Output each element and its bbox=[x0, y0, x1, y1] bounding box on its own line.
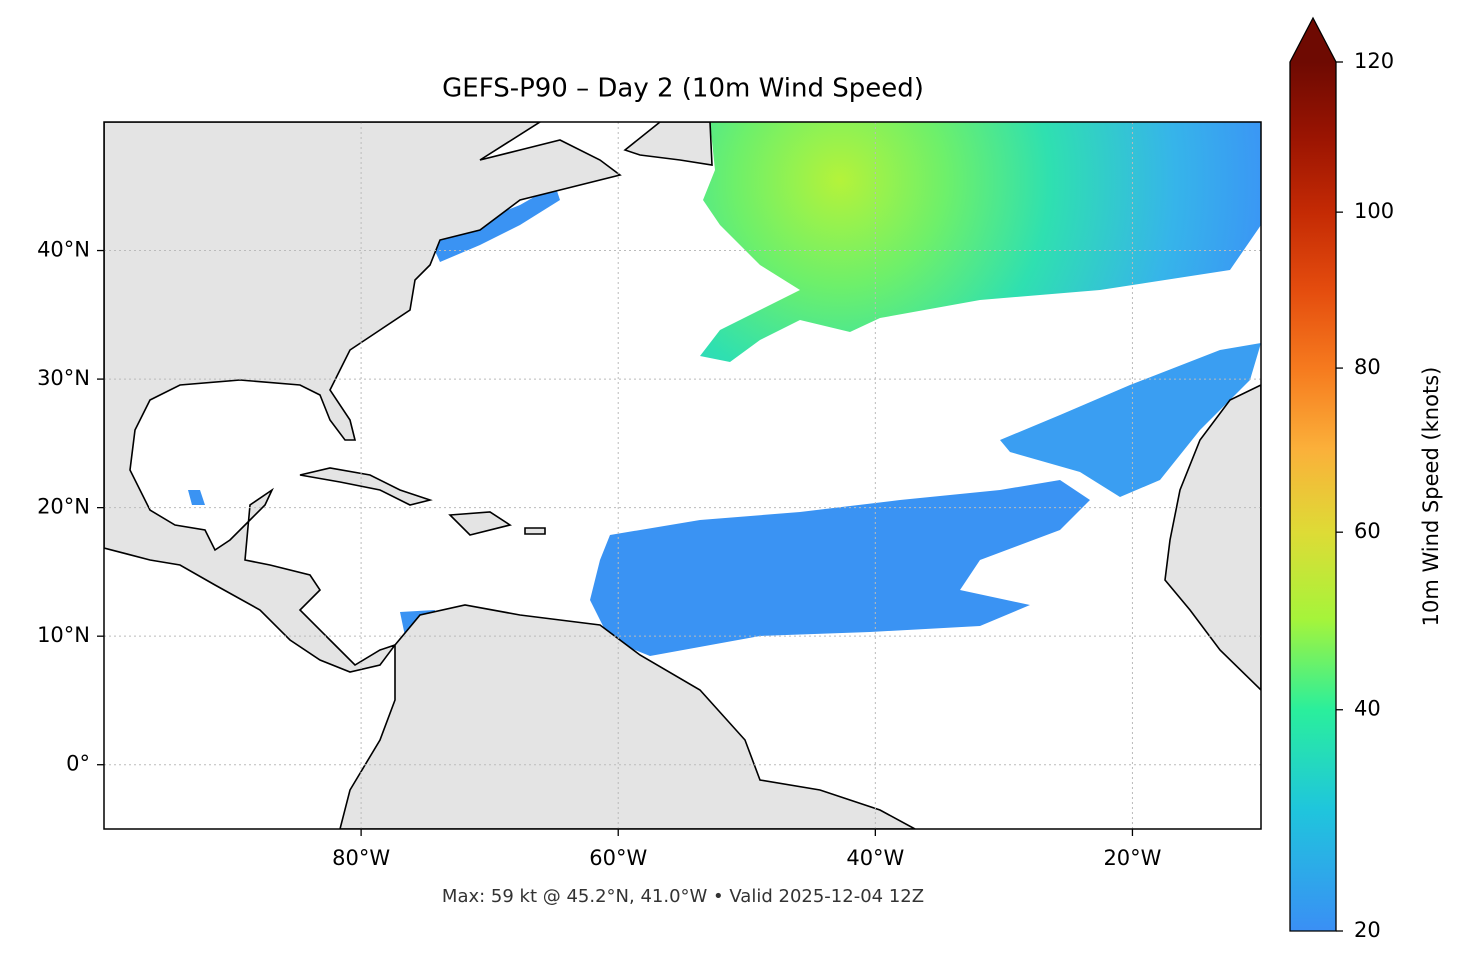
annotation: Max: 59 kt @ 45.2°N, 41.0°W • Valid 2025… bbox=[442, 886, 924, 907]
y-tick-label: 0° bbox=[66, 752, 90, 776]
colorbar-extension bbox=[1290, 18, 1336, 62]
colorbar: 20 40 60 80 100 120 10m Wind Speed (knots) bbox=[1289, 16, 1443, 942]
colorbar-scale bbox=[1290, 62, 1336, 931]
colorbar-tick-label: 20 bbox=[1354, 918, 1381, 942]
x-tick-label: 80°W bbox=[332, 846, 390, 870]
wind-field bbox=[188, 122, 1261, 656]
chart-title: GEFS-P90 – Day 2 (10m Wind Speed) bbox=[442, 74, 924, 104]
colorbar-tick-label: 80 bbox=[1354, 355, 1381, 379]
x-tick-label: 20°W bbox=[1103, 846, 1161, 870]
x-tick-label: 40°W bbox=[846, 846, 904, 870]
colorbar-tick-label: 60 bbox=[1354, 519, 1381, 543]
map bbox=[104, 122, 1261, 829]
y-tick-label: 20°N bbox=[37, 495, 90, 519]
y-tick-label: 30°N bbox=[37, 366, 90, 390]
land bbox=[104, 122, 1261, 829]
colorbar-tick-label: 120 bbox=[1354, 49, 1394, 73]
colorbar-label: 10m Wind Speed (knots) bbox=[1419, 367, 1443, 627]
y-tick-label: 10°N bbox=[37, 623, 90, 647]
y-tick-label: 40°N bbox=[37, 238, 90, 262]
colorbar-tick-label: 40 bbox=[1354, 697, 1381, 721]
colorbar-frame bbox=[1289, 16, 1337, 932]
colorbar-tick-label: 100 bbox=[1354, 199, 1394, 223]
x-tick-label: 60°W bbox=[589, 846, 647, 870]
axes: 80°W 60°W 40°W 20°W 0° 10°N 20°N 30°N 40°N bbox=[37, 238, 1162, 870]
map-frame bbox=[103, 121, 1262, 830]
